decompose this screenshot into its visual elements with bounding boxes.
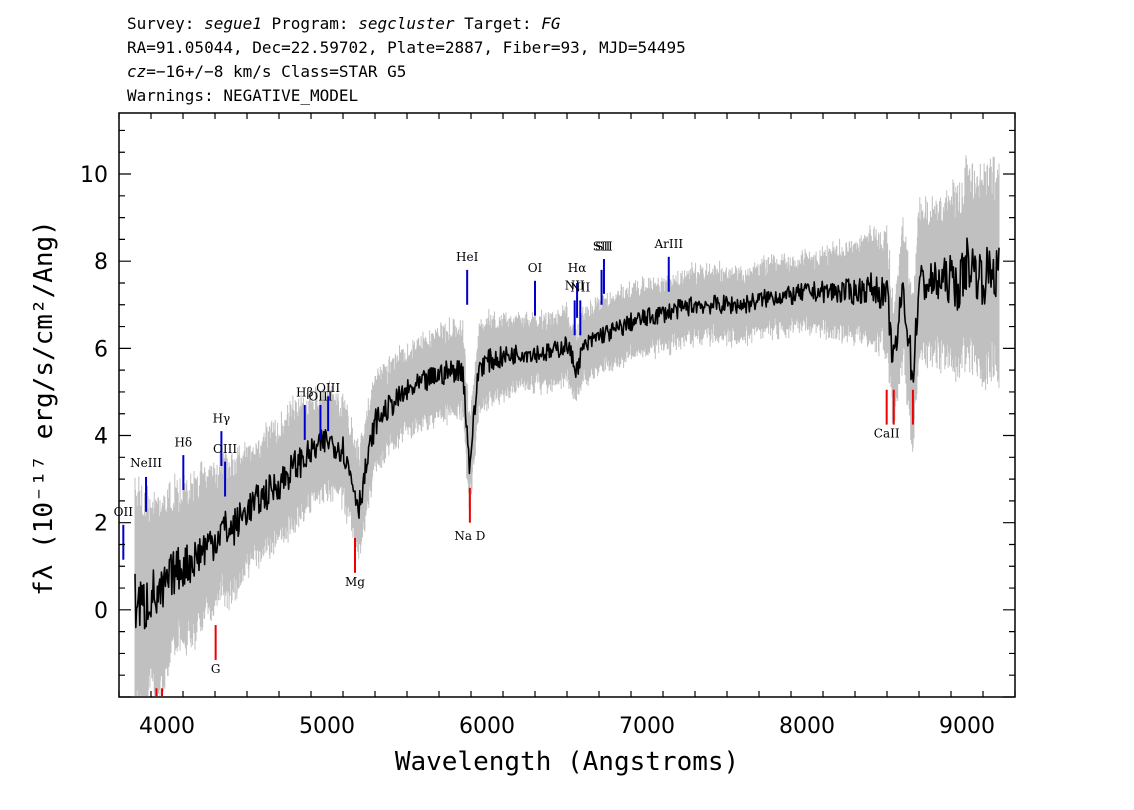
emission-line-label: Hα <box>568 261 587 275</box>
header-survey-line: Survey: segue1 Program: segcluster Targe… <box>127 12 686 36</box>
emission-line-label: NeIII <box>130 456 162 470</box>
axes-layer: 4000 5000 6000 7000 8000 9000 0 2 4 6 8 10 <box>80 113 1016 739</box>
y-tick-label: 4 <box>94 425 108 450</box>
absorption-line-label: CaII <box>874 427 900 441</box>
x-tick-label: 9000 <box>939 714 995 739</box>
x-tick-label: 8000 <box>779 714 835 739</box>
absorption-line-label: Mg <box>345 575 365 589</box>
emission-line-label: SII <box>593 239 611 253</box>
flux-error-band <box>134 155 1000 696</box>
plot-frame <box>118 112 1016 698</box>
cz-label: cz <box>127 62 147 81</box>
header-coordinates-line: RA=91.05044, Dec=22.59702, Plate=2887, F… <box>127 38 686 57</box>
program-value: segcluster <box>358 14 455 33</box>
y-tick-label: 8 <box>94 250 108 275</box>
emission-line-label: Hγ <box>213 411 231 425</box>
y-axis-title: fλ (10⁻¹⁷ erg/s/cm²/Ang) <box>29 220 59 596</box>
target-value: FG <box>541 14 561 33</box>
flux-line <box>134 237 1000 630</box>
emission-line-label: OIII <box>308 390 332 404</box>
error-band-layer <box>134 155 1000 696</box>
survey-value: segue1 <box>204 14 262 33</box>
emission-line-label: NII <box>565 279 585 293</box>
emission-line-label: OIII <box>213 442 237 456</box>
survey-label: Survey: <box>127 14 205 33</box>
emission-line-label: NII <box>570 281 590 295</box>
x-tick-label: 7000 <box>619 714 675 739</box>
emission-line-label: Hβ <box>296 385 313 399</box>
spectrum-header: Survey: segue1 Program: segcluster Targe… <box>127 12 686 108</box>
flux-layer <box>134 237 1000 630</box>
emission-line-label: HeI <box>456 250 479 264</box>
emission-line-label: OIII <box>316 381 340 395</box>
header-redshift-line: cz=−16+/−8 km/s Class=STAR G5 <box>127 60 686 84</box>
y-tick-label: 10 <box>80 163 108 188</box>
emission-line-label: OII <box>114 505 134 519</box>
y-tick-label: 2 <box>94 512 108 537</box>
emission-line-label: ArIII <box>653 237 683 251</box>
cz-value: =−16+/−8 km/s Class=STAR G5 <box>146 62 407 81</box>
x-tick-label: 5000 <box>299 714 355 739</box>
program-label: Program: <box>261 14 359 33</box>
emission-line-label: Hδ <box>174 435 192 449</box>
header-warnings-line: Warnings: NEGATIVE_MODEL <box>127 86 359 105</box>
y-tick-label: 0 <box>94 599 108 624</box>
y-tick-label: 6 <box>94 337 108 362</box>
absorption-line-label: G <box>211 662 221 676</box>
spectral-line-markers: OIINeIIIHδHγOIIIHβOIIIOIIIHeIOINIIHαNIIS… <box>114 237 914 696</box>
emission-line-label: OI <box>528 261 543 275</box>
x-tick-label: 6000 <box>459 714 515 739</box>
emission-line-label: SII <box>595 239 613 253</box>
axis-ticks <box>118 113 1016 698</box>
x-axis-title: Wavelength (Angstroms) <box>395 747 739 777</box>
absorption-line-label: Na D <box>454 529 485 543</box>
x-tick-label: 4000 <box>139 714 195 739</box>
target-label: Target: <box>454 14 542 33</box>
